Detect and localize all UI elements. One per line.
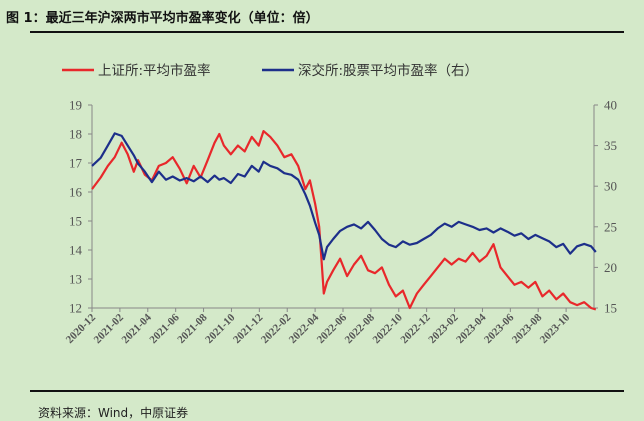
x-tick-label: 2021-08 [175,311,210,346]
top-rule [30,31,624,33]
left-tick-label: 15 [69,214,82,229]
pe-ratio-chart: 上证所:平均市盈率 深交所:股票平均市盈率（右） 12 13 14 15 16 17 18 19… [62,62,617,347]
right-tick-label: 15 [604,301,617,316]
x-tick-label: 2022-10 [370,311,405,346]
left-tick-label: 19 [69,98,82,113]
left-tick-label: 18 [69,127,82,142]
x-tick-label: 2021-04 [119,311,154,346]
series-line-1 [91,130,597,311]
x-tick-label: 2022-06 [315,311,350,346]
series-line-2 [91,132,597,261]
x-tick-label: 2023-10 [538,311,573,346]
x-tick-label: 2023-08 [510,311,545,346]
left-tick-label: 16 [69,185,83,200]
bottom-rule [30,390,624,392]
left-tick-label: 12 [69,301,82,316]
left-tick-label: 17 [69,156,83,171]
left-tick-label: 14 [69,243,83,258]
x-tick-label: 2022-04 [287,311,322,346]
x-tick-label: 2020-12 [64,311,99,346]
right-tick-label: 20 [604,260,617,275]
x-tick-label: 2022-12 [398,311,433,346]
x-tick-label: 2022-08 [343,311,378,346]
legend: 上证所:平均市盈率 深交所:股票平均市盈率（右） [62,62,478,79]
x-tick-label: 2023-06 [482,311,517,346]
x-tick-label: 2023-04 [454,311,489,346]
x-tick-label: 2022-02 [259,311,294,346]
x-tick-label: 2023-02 [426,311,461,346]
source-note: 资料来源：Wind，中原证券 [38,406,189,420]
x-tick-label: 2021-02 [92,311,127,346]
right-tick-label: 25 [604,219,617,234]
legend-label-2: 深交所:股票平均市盈率（右） [298,62,478,79]
series-layer [91,130,597,311]
right-tick-label: 30 [604,179,617,194]
legend-label-1: 上证所:平均市盈率 [98,62,211,79]
x-tick-label: 2021-10 [203,311,238,346]
x-tick-label: 2021-06 [147,311,182,346]
axes: 12131415161718191520253035402020-122021-… [64,98,617,347]
left-tick-label: 13 [69,272,82,287]
right-tick-label: 35 [604,138,617,153]
right-tick-label: 40 [604,98,617,113]
x-tick-label: 2021-12 [231,311,266,346]
figure-title: 图 1：最近三年沪深两市平均市盈率变化（单位：倍） [6,11,319,26]
